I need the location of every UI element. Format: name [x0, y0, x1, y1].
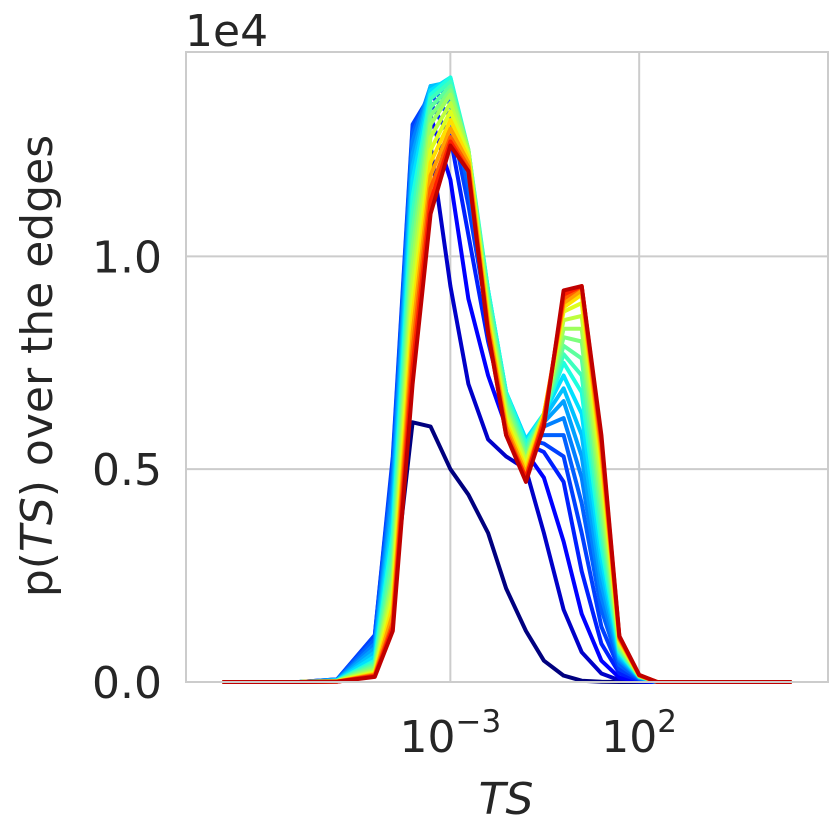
x-axis-label: TS — [479, 774, 534, 825]
x-tick-exponent: 2 — [657, 704, 677, 740]
y-tick-label-0: 0.0 — [92, 658, 162, 709]
x-tick-label-0: 10−3 — [400, 704, 502, 763]
y-label-variable: TS — [12, 497, 63, 552]
y-tick-label-1: 0.5 — [92, 445, 162, 496]
y-label-suffix: ) over the edges — [12, 135, 63, 497]
plot-frame — [185, 51, 829, 683]
x-tick-base: 10 — [400, 712, 456, 763]
y-tick-labels: 0.0 0.5 1.0 — [92, 232, 162, 709]
y-label-prefix: p( — [12, 552, 63, 597]
y-offset-text: 1e4 — [185, 6, 268, 57]
x-tick-exponent: −3 — [456, 704, 502, 740]
x-tick-label-1: 102 — [601, 704, 677, 763]
y-axis-label: p(TS) over the edges — [12, 135, 63, 597]
x-tick-base: 10 — [601, 712, 657, 763]
y-tick-label-2: 1.0 — [92, 232, 162, 283]
x-tick-labels: 10−3 102 — [400, 704, 678, 763]
series-line-21 — [221, 143, 793, 684]
series-lines — [221, 75, 793, 684]
series-line-0 — [221, 420, 793, 684]
